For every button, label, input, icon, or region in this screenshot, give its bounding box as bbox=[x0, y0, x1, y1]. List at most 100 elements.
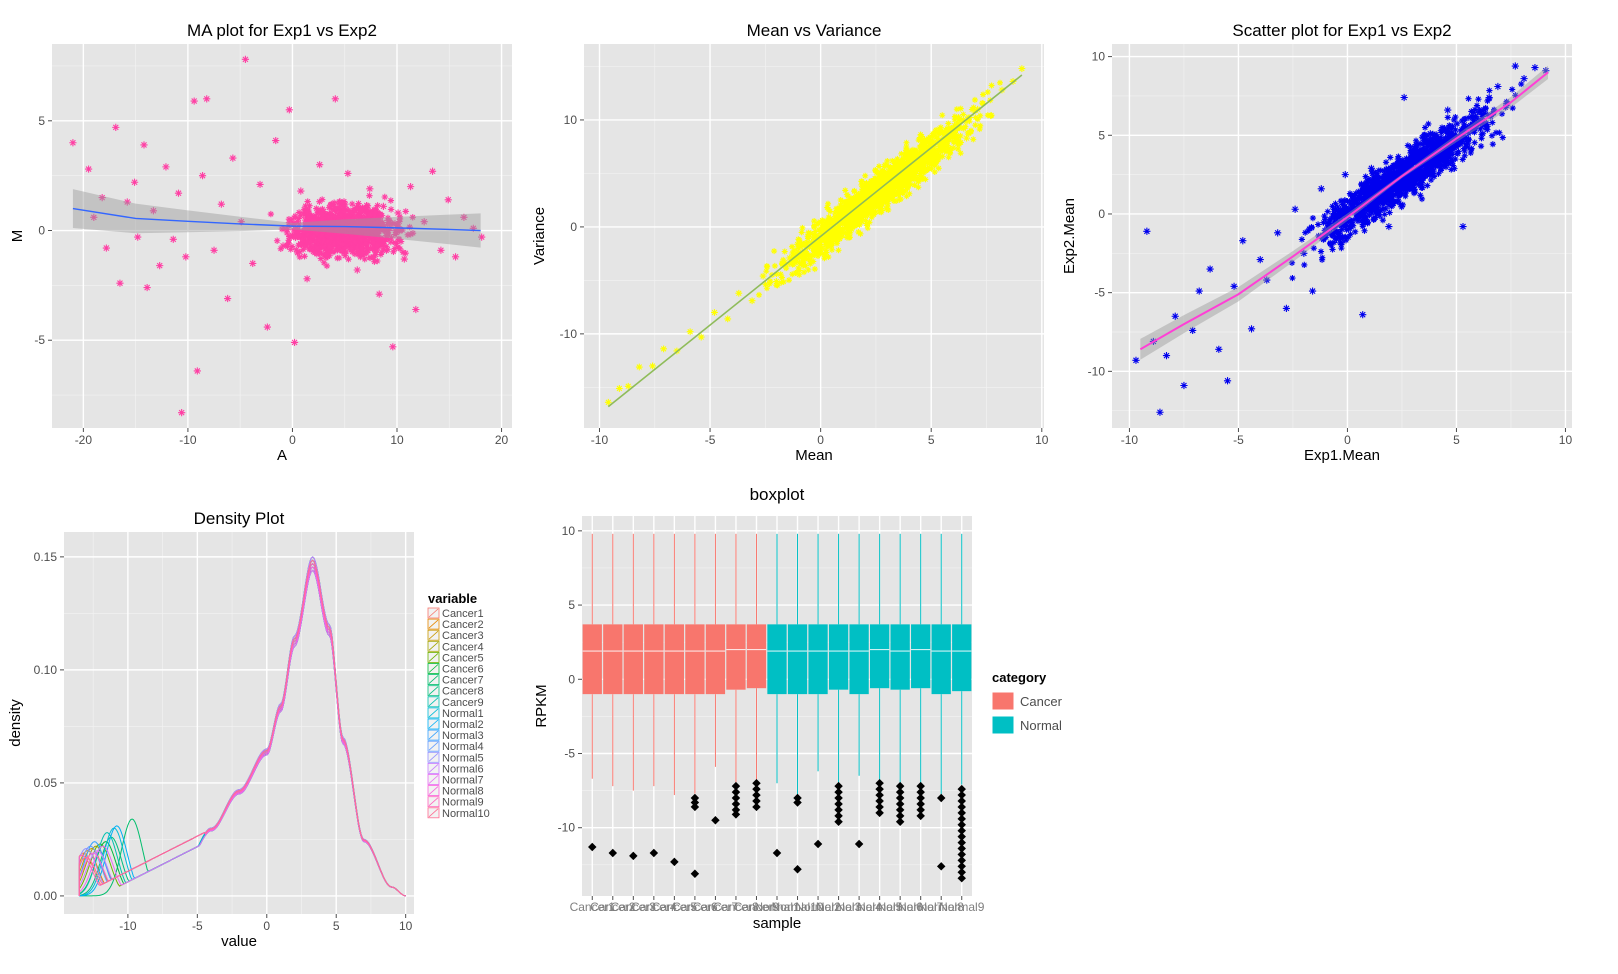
data-point bbox=[876, 171, 883, 178]
data-point bbox=[1375, 208, 1382, 215]
data-point bbox=[388, 234, 395, 242]
data-point bbox=[1427, 135, 1434, 142]
data-point bbox=[372, 208, 379, 216]
data-point bbox=[1511, 62, 1519, 70]
data-point bbox=[1458, 126, 1465, 133]
data-point bbox=[1439, 140, 1446, 147]
data-point bbox=[955, 116, 962, 123]
data-point bbox=[304, 231, 312, 238]
data-point bbox=[955, 145, 962, 152]
data-point bbox=[1400, 164, 1407, 171]
data-point bbox=[831, 219, 838, 226]
data-point bbox=[1394, 179, 1401, 186]
data-point bbox=[951, 113, 958, 120]
data-point bbox=[373, 246, 381, 254]
data-point bbox=[1386, 187, 1393, 194]
legend-key-line bbox=[428, 741, 439, 751]
data-point bbox=[766, 280, 773, 287]
x-tick-label: Normal2 bbox=[795, 900, 841, 914]
data-point bbox=[324, 238, 331, 245]
data-point bbox=[906, 190, 913, 197]
data-point bbox=[853, 221, 860, 228]
box-Cancer7 bbox=[705, 533, 726, 825]
data-point bbox=[360, 220, 367, 227]
data-point bbox=[882, 189, 889, 196]
data-point bbox=[387, 197, 395, 204]
data-point bbox=[1352, 228, 1359, 235]
data-point bbox=[794, 245, 801, 252]
data-point bbox=[300, 246, 307, 253]
data-point bbox=[909, 158, 916, 165]
data-point bbox=[931, 168, 938, 175]
data-point bbox=[310, 215, 319, 224]
data-point bbox=[909, 153, 916, 160]
x-tick-label: Cancer6 bbox=[672, 900, 718, 914]
data-point bbox=[884, 200, 891, 207]
data-point bbox=[1479, 113, 1486, 120]
data-point bbox=[90, 213, 98, 221]
data-point bbox=[854, 218, 861, 225]
data-point bbox=[829, 240, 836, 247]
box-body bbox=[828, 624, 849, 690]
data-point bbox=[241, 55, 250, 63]
legend-label: Cancer9 bbox=[442, 697, 484, 709]
data-point bbox=[711, 309, 718, 316]
data-point bbox=[1395, 197, 1402, 205]
data-point bbox=[697, 333, 705, 341]
data-point bbox=[1359, 221, 1366, 228]
data-point bbox=[827, 235, 834, 242]
data-point bbox=[1322, 216, 1329, 223]
data-point bbox=[1458, 135, 1465, 142]
data-point bbox=[942, 127, 949, 134]
y-axis-label: M bbox=[9, 230, 26, 243]
data-point bbox=[1435, 135, 1442, 142]
data-point bbox=[1437, 164, 1444, 172]
data-point bbox=[783, 265, 790, 272]
data-point bbox=[1341, 171, 1349, 179]
data-point bbox=[1189, 326, 1197, 335]
data-point bbox=[863, 184, 870, 191]
data-point bbox=[1376, 212, 1383, 220]
box-body bbox=[685, 624, 705, 695]
legend-key-line bbox=[428, 619, 439, 629]
data-point bbox=[1492, 129, 1500, 136]
data-point bbox=[916, 172, 924, 179]
data-point bbox=[1375, 167, 1382, 174]
data-point bbox=[913, 154, 920, 161]
data-point bbox=[283, 241, 290, 249]
data-point bbox=[297, 240, 304, 248]
x-axis-label: Mean bbox=[795, 447, 833, 464]
data-point bbox=[856, 195, 863, 202]
x-tick-label: -10 bbox=[179, 433, 197, 447]
outlier-point bbox=[895, 799, 905, 809]
box-Normal8 bbox=[911, 533, 931, 821]
y-axis-label: Exp2.Mean bbox=[1061, 198, 1078, 274]
data-point bbox=[379, 235, 386, 243]
data-point bbox=[917, 136, 924, 143]
data-point bbox=[866, 219, 873, 226]
outlier-point bbox=[895, 817, 905, 827]
data-point bbox=[860, 209, 867, 216]
data-point bbox=[1498, 110, 1506, 117]
data-point bbox=[911, 169, 918, 176]
data-point bbox=[285, 233, 293, 240]
data-point bbox=[1399, 159, 1406, 166]
data-point bbox=[1398, 182, 1405, 189]
data-point bbox=[343, 248, 350, 256]
data-point bbox=[1256, 256, 1264, 264]
data-point bbox=[686, 328, 694, 336]
data-point bbox=[875, 203, 882, 210]
data-point bbox=[635, 363, 643, 371]
data-point bbox=[310, 242, 318, 250]
data-point bbox=[909, 171, 916, 178]
data-point bbox=[389, 343, 397, 351]
data-point bbox=[1364, 220, 1371, 227]
data-point bbox=[1332, 200, 1339, 207]
data-point bbox=[1452, 126, 1459, 133]
data-point bbox=[386, 219, 393, 226]
data-point bbox=[1476, 125, 1485, 133]
data-point bbox=[903, 193, 910, 200]
box-Normal10 bbox=[952, 533, 972, 883]
